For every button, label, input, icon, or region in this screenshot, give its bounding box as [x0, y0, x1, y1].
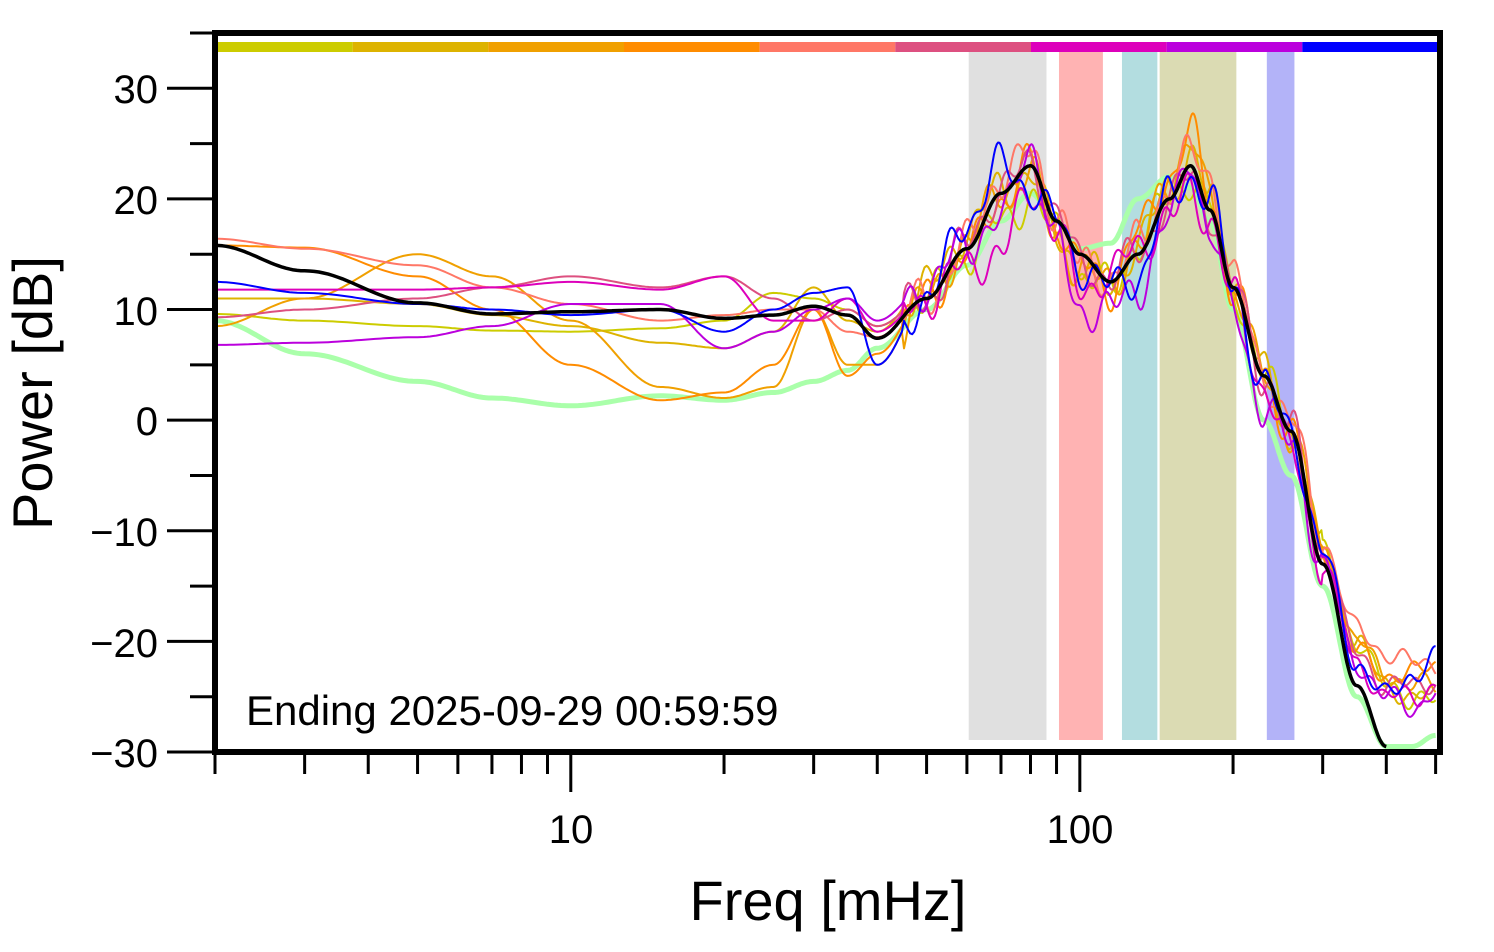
x-tick-label-100: 100	[1047, 808, 1114, 852]
y-tick-label-minus20: −20	[90, 622, 158, 666]
series-lines	[214, 112, 1438, 749]
x-axis	[213, 752, 1438, 792]
y-tick-label-minus10: −10	[90, 511, 158, 555]
series-line-8	[215, 143, 1437, 718]
y-axis	[167, 31, 215, 754]
y-tick-label-minus30: −30	[90, 732, 158, 776]
band-2	[1121, 52, 1158, 740]
series-line-7	[215, 172, 1437, 708]
y-tick-label-10: 10	[114, 290, 159, 334]
y-tick-label-0: 0	[136, 400, 158, 444]
series-line-5	[214, 133, 1437, 675]
color-bar-segment-5	[895, 42, 1031, 52]
ending-timestamp-annotation: Ending 2025-09-29 00:59:59	[246, 687, 778, 734]
series-line-1	[215, 181, 1437, 711]
series-line-9	[215, 141, 1436, 695]
x-tick-label-10: 10	[549, 808, 594, 852]
color-bar-segment-7	[1166, 42, 1303, 52]
x-axis-label: Freq [mHz]	[690, 869, 967, 932]
series-line-6	[214, 149, 1437, 697]
color-bar-segment-8	[1302, 42, 1438, 52]
series-line-2	[215, 144, 1437, 705]
color-bar-segment-3	[624, 42, 760, 52]
series-line-10	[214, 163, 1387, 749]
y-axis-label: Power [dB]	[1, 256, 64, 530]
plot-frame	[212, 30, 1443, 755]
color-bar-segment-4	[759, 42, 896, 52]
series-line-0	[214, 174, 1438, 749]
y-tick-label-30: 30	[114, 68, 159, 112]
color-bar	[217, 42, 1438, 52]
band-1	[1058, 52, 1103, 740]
y-tick-label-20: 20	[114, 179, 159, 223]
color-bar-segment-0	[217, 42, 353, 52]
frequency-bands	[968, 52, 1295, 740]
color-bar-segment-6	[1031, 42, 1167, 52]
band-4	[1266, 52, 1295, 740]
series-line-3	[214, 143, 1437, 693]
color-bar-segment-1	[352, 42, 489, 52]
color-bar-segment-2	[488, 42, 624, 52]
